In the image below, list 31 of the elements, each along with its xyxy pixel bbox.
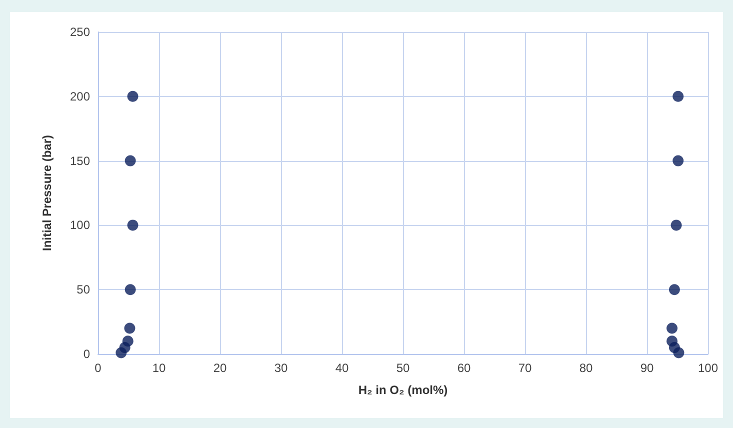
x-tick-label: 60 (457, 361, 471, 375)
point (668, 284, 680, 296)
x-axis-title: H₂ in O₂ (mol%) (358, 383, 448, 397)
y-axis-title: Initial Pressure (bar) (40, 134, 54, 252)
point (127, 220, 138, 231)
y-tick-label: 200 (70, 89, 90, 104)
x-tick-label: 0 (94, 361, 102, 375)
y-tick-label: 250 (70, 25, 90, 39)
x-tick-label: 20 (213, 361, 227, 375)
point (124, 155, 136, 166)
y-tick-label: 50 (76, 282, 90, 297)
x-tick-label: 90 (640, 361, 654, 375)
y-tick-label: 150 (70, 154, 90, 168)
point (672, 90, 684, 102)
x-tick-label: 80 (579, 361, 593, 375)
point (122, 336, 134, 347)
x-tick-label: 30 (274, 361, 288, 375)
point (670, 220, 682, 231)
y-tick-label: 100 (70, 218, 90, 232)
x-tick-label: 50 (396, 361, 410, 375)
point (124, 284, 136, 296)
x-tick-label: 10 (152, 361, 166, 375)
point (672, 155, 684, 166)
x-tick-label: 100 (698, 361, 718, 375)
point (124, 322, 136, 334)
point (127, 90, 138, 102)
point (666, 336, 678, 347)
x-tick-label: 40 (335, 361, 349, 375)
y-tick-label: 0 (83, 347, 90, 361)
point (666, 322, 678, 334)
x-tick-label: 70 (518, 361, 532, 375)
